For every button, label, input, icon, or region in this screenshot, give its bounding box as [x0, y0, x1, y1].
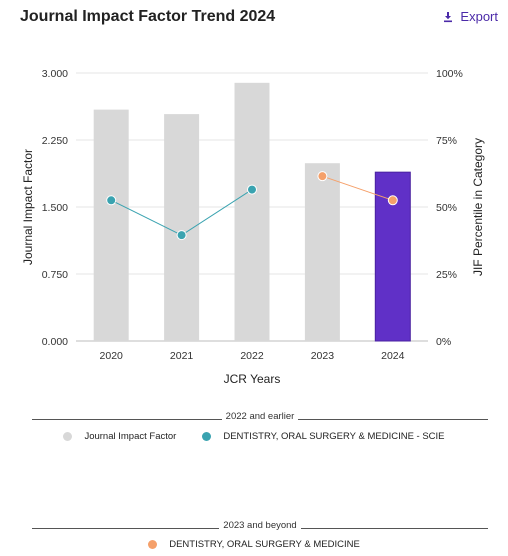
export-button[interactable]: Export — [442, 9, 498, 24]
bar-2023 — [304, 163, 340, 341]
legend-item-journal-impact-factor[interactable]: Journal Impact Factor — [63, 431, 176, 442]
y-tick-label: 2.250 — [42, 135, 68, 147]
legend-group-2022: Journal Impact Factor DENTISTRY, ORAL SU… — [0, 431, 508, 442]
legend-group-title: 2022 and earlier — [225, 411, 295, 422]
y-axis-label: Journal Impact Factor — [21, 149, 35, 265]
y-right-tick-label: 100% — [436, 68, 463, 80]
x-tick-label: 2024 — [381, 350, 405, 362]
y-tick-label: 0.750 — [42, 269, 68, 281]
x-tick-label: 2022 — [240, 350, 264, 362]
impact-factor-chart: 0.000 0.750 1.500 2.250 3.000 0% 25% 50% 75% 100%… — [21, 68, 485, 386]
percentile-point-2020 — [106, 195, 117, 206]
percentile-point-2023 — [317, 171, 328, 182]
bar-2020 — [93, 109, 129, 341]
bar-series — [93, 82, 411, 342]
export-label: Export — [460, 9, 498, 24]
legend-label: DENTISTRY, ORAL SURGERY & MEDICINE - SCI… — [223, 431, 445, 442]
percentile-point-2022 — [247, 184, 257, 195]
divider-line — [298, 419, 489, 420]
percentile-point-2024 — [387, 195, 398, 206]
bar-2022 — [234, 82, 270, 342]
y-right-tick-label: 0% — [436, 336, 451, 348]
legend-label: Journal Impact Factor — [84, 431, 177, 442]
percentile-series — [106, 171, 398, 241]
y-right-tick-label: 50% — [436, 202, 457, 214]
y-axis-right-label: JIF Percentile in Category — [471, 138, 485, 276]
y-right-tick-label: 75% — [436, 135, 457, 147]
legend-label: DENTISTRY, ORAL SURGERY & MEDICINE — [169, 539, 360, 550]
divider-line — [32, 419, 222, 420]
legend-group-2023: DENTISTRY, ORAL SURGERY & MEDICINE — [0, 539, 508, 550]
x-tick-label: 2023 — [311, 350, 335, 362]
percentile-line-2 — [322, 175, 393, 201]
legend-marker — [63, 432, 73, 441]
legend-group-2023-divider: 2023 and beyond — [32, 520, 488, 531]
y-tick-label: 0.000 — [42, 336, 68, 348]
legend-group-title: 2023 and beyond — [223, 520, 297, 531]
y-tick-label: 1.500 — [42, 202, 68, 214]
x-tick-label: 2021 — [170, 350, 194, 362]
legend-marker — [148, 540, 158, 549]
download-icon — [442, 11, 454, 23]
legend-item-dentistry-scie[interactable]: DENTISTRY, ORAL SURGERY & MEDICINE - SCI… — [202, 431, 445, 442]
legend-group-2022-divider: 2022 and earlier — [32, 411, 489, 422]
divider-line — [300, 528, 488, 529]
legend-item-dentistry[interactable]: DENTISTRY, ORAL SURGERY & MEDICINE — [148, 539, 360, 550]
axis-ticks: 0.000 0.750 1.500 2.250 3.000 0% 25% 50% 75% 100%… — [42, 68, 463, 362]
legend-marker — [202, 432, 212, 441]
percentile-point-2021 — [176, 230, 187, 241]
y-tick-label: 3.000 — [42, 68, 68, 80]
chart-header: Journal Impact Factor Trend 2024 Export — [0, 0, 508, 36]
divider-line — [32, 528, 220, 529]
page-title: Journal Impact Factor Trend 2024 — [20, 8, 276, 25]
x-axis-label: JCR Years — [224, 372, 281, 386]
y-right-tick-label: 25% — [436, 269, 457, 281]
x-tick-label: 2020 — [100, 350, 124, 362]
